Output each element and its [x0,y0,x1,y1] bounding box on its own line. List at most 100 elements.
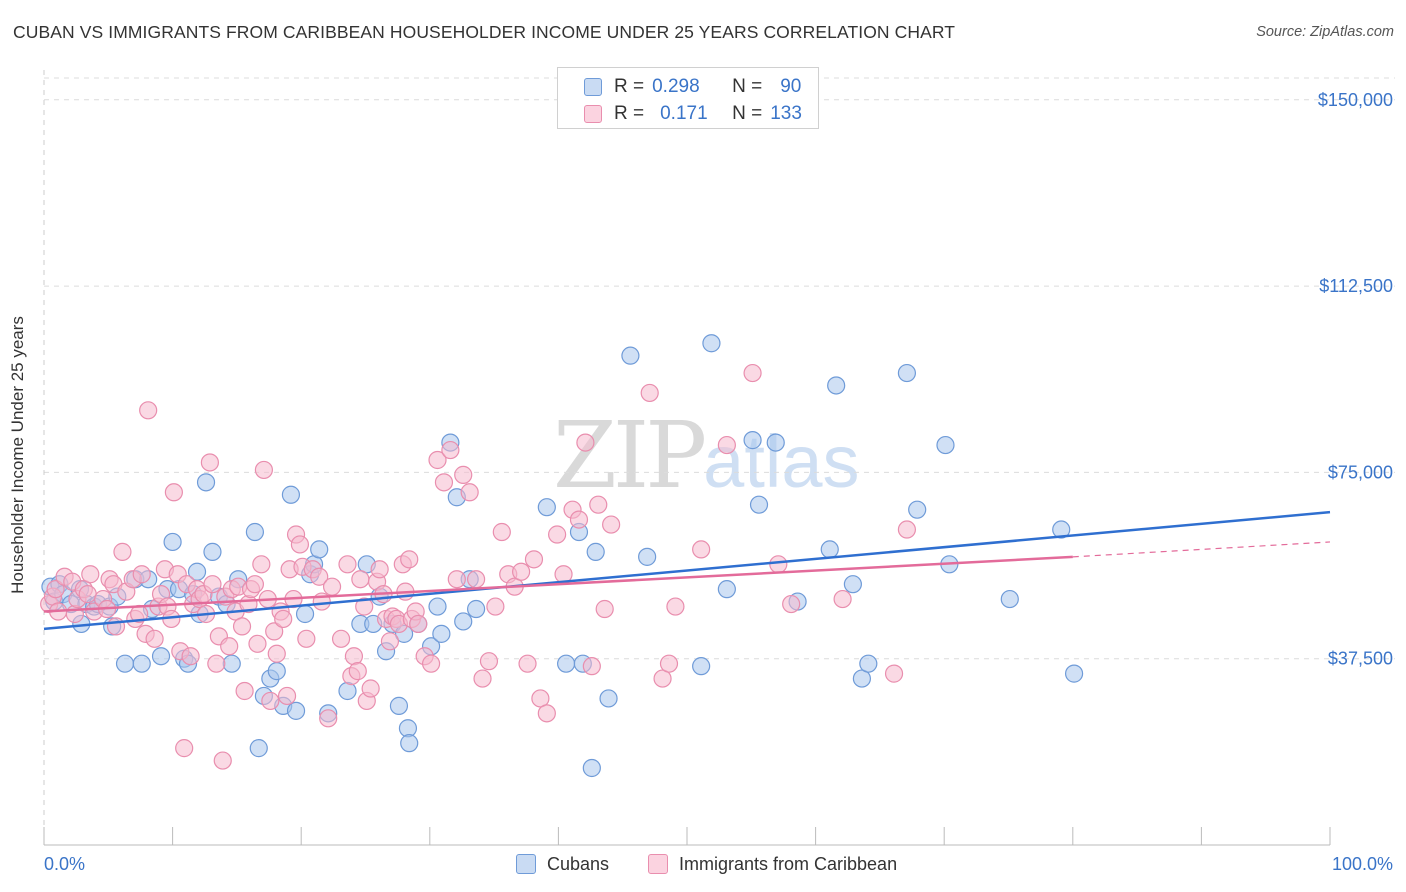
caribbean-point [589,495,608,514]
caribbean-point [692,540,711,559]
cubans-point [702,334,721,353]
caribbean-point [175,739,194,758]
caribbean-point [454,465,473,484]
caribbean-point [717,435,736,455]
caribbean-point [331,629,351,648]
caribbean-point [81,565,100,584]
cubans-point [389,696,409,715]
cubans-point [338,681,357,701]
y-tick-label: $37,500 [1328,649,1393,669]
y-axis-label: Householder Income Under 25 years [8,316,27,594]
cubans-point [432,624,451,643]
legend-row-cubans: R = 0.298 N = 90 [584,76,801,98]
legend-swatch-caribbean [584,105,602,123]
caribbean-point [441,440,460,460]
caribbean-point [640,383,659,403]
watermark-zip: ZIP [553,402,707,509]
legend-r-value: 0.171 [660,103,708,124]
caribbean-point [884,664,904,683]
caribbean-point [421,654,441,673]
caribbean-point [434,473,454,492]
caribbean-point [254,460,274,480]
cubans-point [281,485,301,504]
cubans-point [743,431,762,450]
caribbean-point [576,433,595,452]
cubans-point [827,376,846,395]
bottom-legend-swatch-caribbean [648,854,668,874]
bottom-legend-cubans: Cubans [516,852,609,876]
caribbean-point [582,657,601,676]
x-tick-label: 0.0% [44,854,85,874]
caribbean-point [164,483,183,502]
caribbean-point [473,669,492,688]
caribbean-point [897,520,917,539]
caribbean-point [348,662,367,681]
cubans-point [908,500,927,519]
caribbean-point [512,562,531,581]
chart-title: CUBAN VS IMMIGRANTS FROM CARIBBEAN HOUSE… [13,22,956,42]
caribbean-point [659,654,679,673]
bottom-legend-swatch-cubans [516,854,536,874]
cubans-point [310,540,329,559]
cubans-point [1064,664,1084,683]
caribbean-point [400,550,419,569]
cubans-point [196,473,216,492]
caribbean-point [322,577,342,596]
caribbean-point [351,570,370,589]
caribbean-point [207,654,226,673]
caribbean-trend-extension [1072,541,1331,558]
caribbean-point [200,453,219,472]
caribbean-point [380,632,400,651]
caribbean-point [145,629,164,648]
caribbean-point [548,525,567,544]
caribbean-point [277,686,297,706]
cubans-point [936,435,955,455]
caribbean-point [409,614,428,634]
cubans-point [222,654,241,673]
caribbean-point [203,575,222,594]
cubans-point [203,542,222,561]
caribbean-point [274,609,293,629]
caribbean-point [595,599,614,619]
caribbean-point [267,644,286,663]
watermark-atlas: atlas [703,420,860,503]
cubans-point [466,599,486,619]
cubans-point [859,654,878,673]
caribbean-point [486,597,505,616]
bottom-legend-label-caribbean: Immigrants from Caribbean [679,853,898,874]
legend-r-label: R = [614,76,645,97]
caribbean-point [518,654,537,673]
caribbean-point [479,652,499,671]
caribbean-point [181,647,200,666]
caribbean-point [428,450,447,470]
caribbean-point [213,751,232,770]
caribbean-point [235,681,254,701]
caribbean-point [338,555,357,574]
caribbean-point [220,637,239,656]
cubans-point [749,495,769,514]
caribbean-point [106,617,126,636]
caribbean-point [78,585,97,604]
caribbean-trend-line [43,555,1073,613]
caribbean-point [833,589,852,609]
legend-n-value: 133 [770,103,802,124]
caribbean-point [46,580,65,599]
caribbean-point [447,570,466,589]
caribbean-point [602,515,621,534]
caribbean-point [743,363,762,383]
cubans-point [582,758,601,778]
legend-n-label: N = [732,103,763,124]
cubans-point [151,647,171,666]
legend-swatch-cubans [584,78,602,96]
watermark: ZIPatlas [553,402,859,509]
caribbean-point [290,535,310,554]
caribbean-point [65,604,84,624]
legend-r-label: R = [614,103,645,124]
caribbean-point [297,629,316,648]
caribbean-point [666,597,685,616]
caribbean-point [132,565,151,584]
cubans-point [557,654,576,673]
legend-r-value: 0.298 [652,76,700,97]
caribbean-point [248,634,267,653]
